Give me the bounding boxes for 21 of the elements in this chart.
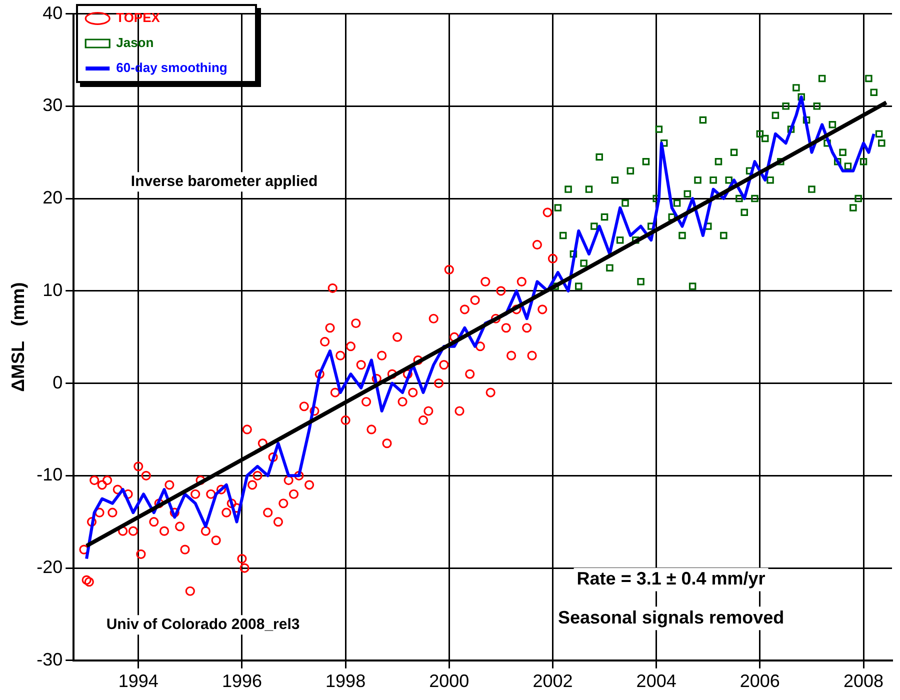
y-tick-label: -30: [36, 649, 63, 670]
x-tick-label: 2008: [843, 671, 884, 692]
y-tick-label: -20: [36, 556, 63, 577]
x-tick-label: 2004: [636, 671, 676, 692]
annotation: Rate = 3.1 ± 0.4 mm/yr: [576, 568, 766, 589]
annotation: Inverse barometer applied: [130, 173, 318, 190]
x-tick-label: 1998: [326, 671, 366, 692]
y-tick-label: 10: [42, 280, 63, 300]
annotation: Seasonal signals removed: [558, 607, 784, 628]
x-tick-label: 2002: [532, 671, 573, 692]
y-tick-label: 0: [52, 372, 63, 392]
y-axis-title: ΔMSL (mm): [8, 282, 28, 392]
x-tick-label: 2000: [429, 671, 470, 692]
x-tick-label: 2006: [740, 671, 780, 692]
annotation: Univ of Colorado 2008_rel3: [106, 616, 300, 633]
y-tick-label: 20: [42, 188, 63, 208]
y-tick-label: 30: [42, 95, 63, 116]
x-tick-label: 1996: [222, 671, 262, 692]
y-tick-label: 40: [42, 2, 63, 23]
x-tick-label: 1994: [118, 671, 158, 692]
y-tick-label: -10: [36, 464, 63, 485]
